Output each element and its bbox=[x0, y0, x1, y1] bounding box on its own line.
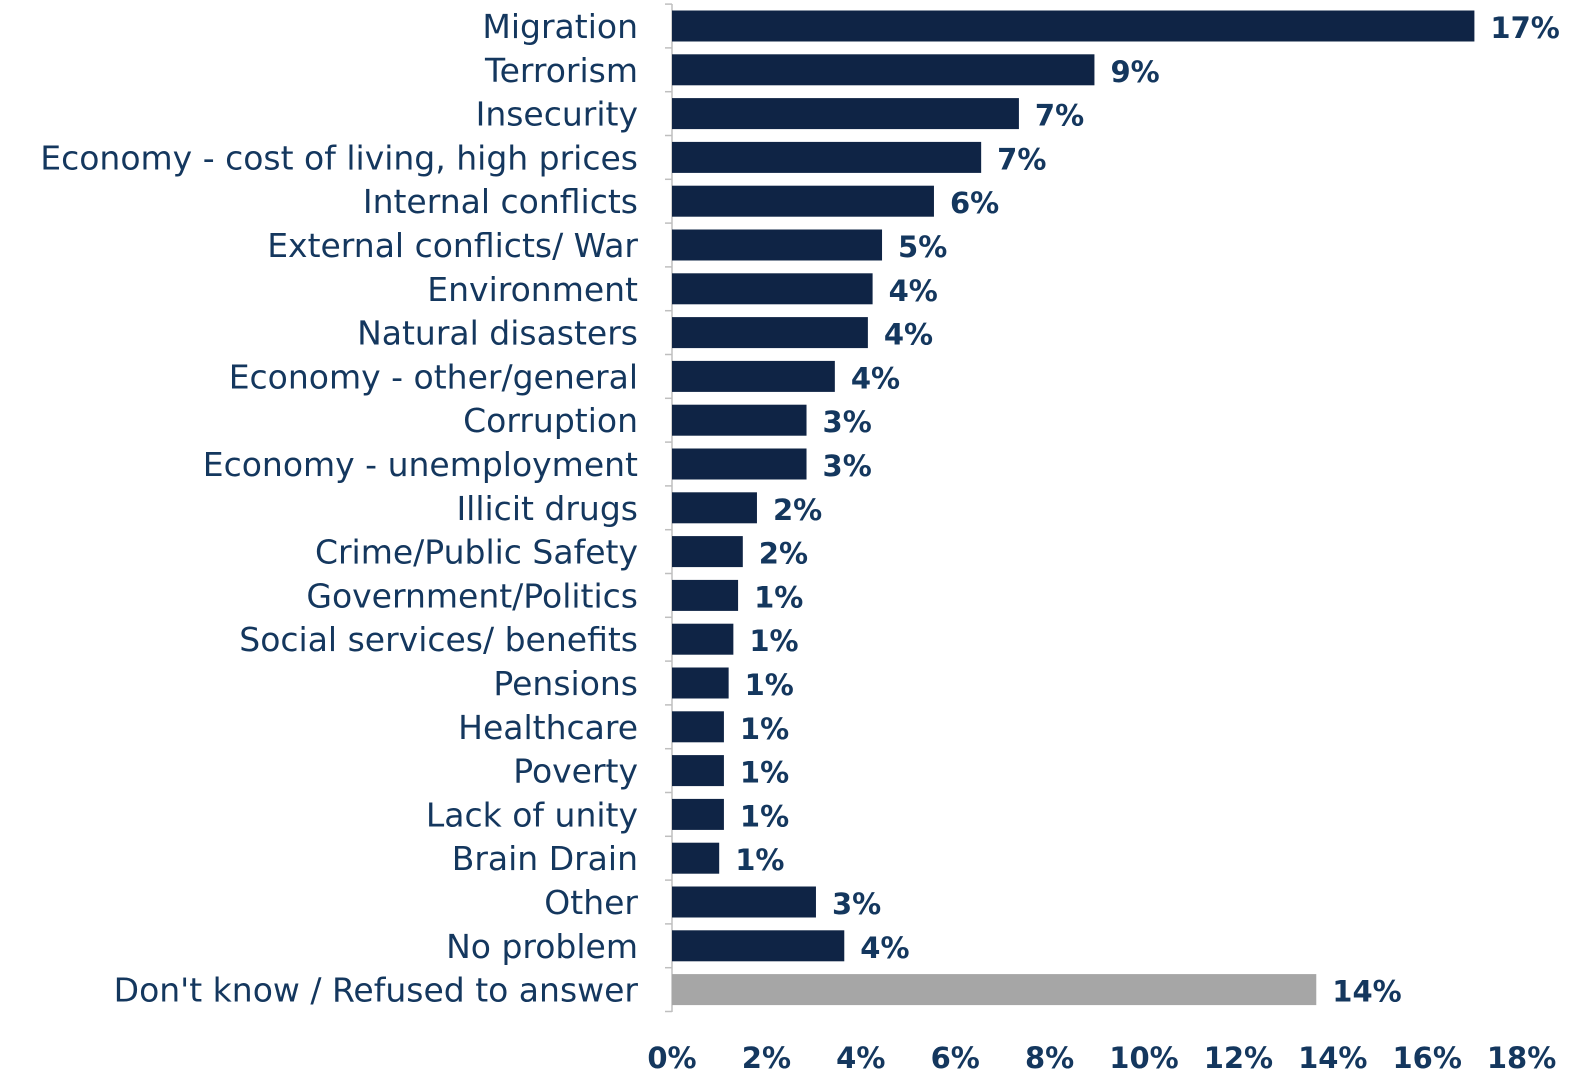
bar bbox=[672, 886, 816, 918]
category-label: Government/Politics bbox=[306, 576, 638, 615]
category-label: Economy - cost of living, high prices bbox=[40, 138, 638, 177]
bar bbox=[672, 842, 720, 874]
x-tick-label: 0% bbox=[647, 1041, 696, 1075]
bar bbox=[672, 273, 873, 305]
axis-layer bbox=[665, 3, 673, 1013]
category-label: Poverty bbox=[513, 752, 638, 791]
value-label: 1% bbox=[745, 668, 794, 702]
category-label: Illicit drugs bbox=[456, 489, 638, 528]
bar bbox=[672, 492, 757, 524]
x-tick-label: 6% bbox=[931, 1041, 980, 1075]
value-label: 3% bbox=[832, 887, 881, 921]
bar bbox=[672, 579, 739, 611]
value-label: 6% bbox=[950, 186, 999, 220]
bar bbox=[672, 798, 724, 830]
x-axis-tick-labels: 0% 2% 4% 6% 8% 10% 12% 14% 16% 18% bbox=[647, 1041, 1556, 1075]
value-label: 7% bbox=[997, 142, 1046, 176]
value-label: 4% bbox=[851, 361, 900, 395]
bar bbox=[672, 930, 845, 962]
value-label: 17% bbox=[1490, 11, 1559, 45]
bar bbox=[672, 536, 743, 568]
category-label: Internal conflicts bbox=[363, 182, 638, 221]
bar bbox=[672, 623, 734, 655]
x-tick-label: 2% bbox=[742, 1041, 791, 1075]
bar bbox=[672, 54, 1095, 86]
category-label: Terrorism bbox=[484, 51, 638, 90]
value-label: 9% bbox=[1110, 55, 1159, 89]
bar bbox=[672, 229, 883, 261]
bar bbox=[672, 141, 982, 173]
category-label: No problem bbox=[446, 927, 638, 966]
bar bbox=[672, 185, 934, 217]
value-label: 1% bbox=[740, 712, 789, 746]
bar bbox=[672, 974, 1317, 1006]
category-label: Social services/ benefits bbox=[239, 620, 638, 659]
value-label: 3% bbox=[823, 449, 872, 483]
value-label: 1% bbox=[735, 843, 784, 877]
bar bbox=[672, 404, 807, 436]
x-tick-label: 12% bbox=[1204, 1041, 1273, 1075]
bars-layer bbox=[672, 10, 1475, 1006]
value-label: 1% bbox=[754, 580, 803, 614]
bar bbox=[672, 10, 1475, 42]
value-label: 14% bbox=[1332, 975, 1401, 1009]
category-label: Healthcare bbox=[458, 708, 638, 747]
category-label: Corruption bbox=[463, 401, 638, 440]
x-tick-label: 8% bbox=[1025, 1041, 1074, 1075]
value-labels: 17%9%7%7%6%5%4%4%4%3%3%2%2%1%1%1%1%1%1%1… bbox=[735, 11, 1560, 1009]
bar bbox=[672, 755, 724, 787]
x-tick-label: 10% bbox=[1109, 1041, 1178, 1075]
bar bbox=[672, 711, 724, 743]
category-label: Crime/Public Safety bbox=[315, 533, 638, 572]
bar bbox=[672, 667, 729, 699]
category-label: Brain Drain bbox=[452, 839, 638, 878]
value-label: 5% bbox=[898, 230, 947, 264]
value-label: 2% bbox=[773, 493, 822, 527]
value-label: 1% bbox=[740, 799, 789, 833]
x-tick-label: 14% bbox=[1298, 1041, 1367, 1075]
value-label: 1% bbox=[740, 756, 789, 790]
value-label: 4% bbox=[860, 931, 909, 965]
x-tick-label: 4% bbox=[836, 1041, 885, 1075]
value-label: 4% bbox=[889, 274, 938, 308]
x-tick-label: 18% bbox=[1487, 1041, 1556, 1075]
bar bbox=[672, 360, 835, 392]
value-label: 4% bbox=[884, 318, 933, 352]
value-label: 7% bbox=[1035, 99, 1084, 133]
category-label: External conflicts/ War bbox=[267, 226, 638, 265]
bar bbox=[672, 448, 807, 480]
bar bbox=[672, 98, 1019, 130]
category-label: Economy - unemployment bbox=[203, 445, 638, 484]
category-label: Natural disasters bbox=[357, 314, 638, 353]
bar bbox=[672, 317, 868, 349]
category-label: Migration bbox=[482, 7, 638, 46]
value-label: 1% bbox=[749, 624, 798, 658]
category-label: Pensions bbox=[493, 664, 638, 703]
value-label: 2% bbox=[759, 537, 808, 571]
category-label: Other bbox=[544, 883, 638, 922]
value-label: 3% bbox=[823, 405, 872, 439]
category-label: Economy - other/general bbox=[229, 357, 638, 396]
category-labels: Migration Terrorism Insecurity Economy - co… bbox=[40, 7, 638, 1010]
category-label: Don't know / Refused to answer bbox=[114, 971, 639, 1010]
x-tick-label: 16% bbox=[1392, 1041, 1461, 1075]
category-label: Environment bbox=[427, 270, 638, 309]
category-label: Insecurity bbox=[476, 95, 638, 134]
category-label: Lack of unity bbox=[426, 795, 638, 834]
